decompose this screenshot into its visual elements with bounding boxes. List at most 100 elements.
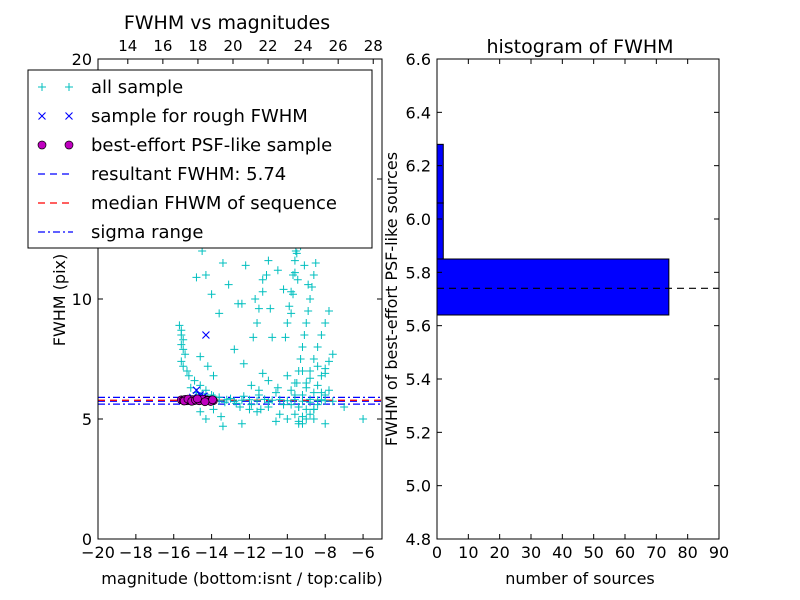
scatter-series-group [98, 122, 382, 431]
data-point [264, 403, 273, 411]
x-tick-label: −20 [81, 543, 115, 562]
data-point [324, 386, 333, 395]
data-point [268, 333, 277, 342]
data-point [304, 307, 313, 315]
data-point [287, 400, 296, 409]
data-point [251, 295, 260, 303]
x-tick-label: 0 [432, 543, 442, 562]
data-point [271, 417, 280, 426]
y-tick-label: 5.8 [406, 263, 431, 282]
histogram-bar [436, 258, 670, 316]
data-point [218, 259, 227, 267]
data-point [215, 309, 224, 318]
data-point [321, 364, 330, 373]
legend-item: all sample [38, 77, 183, 98]
data-point [290, 256, 299, 265]
data-point [292, 379, 301, 387]
data-point [230, 345, 239, 354]
data-point [241, 261, 250, 270]
top-x-tick-label: 14 [118, 37, 137, 55]
data-point [306, 374, 315, 383]
data-point [193, 394, 202, 404]
data-point [245, 405, 254, 414]
data-point [249, 333, 258, 342]
data-point [281, 333, 290, 342]
data-point [313, 343, 322, 351]
data-point [245, 395, 254, 404]
y-tick-label: 6.2 [406, 157, 431, 176]
data-point [313, 362, 322, 371]
histogram-bar [436, 202, 444, 260]
legend-item: sample for rough FWHM [38, 106, 308, 127]
legend-marker [37, 140, 47, 150]
series-0 [175, 122, 368, 431]
data-point [258, 369, 267, 378]
data-point [294, 403, 303, 411]
data-point [207, 290, 216, 299]
data-point [306, 398, 315, 407]
y-tick-label: 6.4 [406, 103, 431, 122]
top-x-tick-label: 16 [153, 37, 172, 55]
legend-label: median FHWM of sequence [91, 193, 337, 214]
data-point [201, 415, 210, 423]
data-point [190, 376, 199, 385]
data-point [313, 381, 322, 390]
legend-item: sigma range [38, 222, 203, 243]
data-point [309, 388, 318, 397]
legend-marker [65, 83, 73, 91]
data-point [328, 397, 337, 406]
data-point [292, 249, 301, 258]
data-point [264, 376, 273, 385]
data-point [271, 388, 280, 397]
legend-label: all sample [91, 77, 183, 98]
y-tick-label: 5.0 [406, 477, 431, 496]
data-point [258, 275, 267, 284]
data-point [182, 367, 191, 375]
data-point [236, 403, 244, 411]
data-point [202, 331, 210, 339]
right-y-axis-label: FWHM of best-effort PSF-like sources [382, 152, 401, 446]
legend-label: sample for rough FWHM [91, 106, 308, 127]
data-point [253, 396, 262, 405]
data-point [285, 302, 294, 311]
data-point [340, 403, 349, 411]
y-tick-label: 10 [72, 290, 92, 309]
data-point [298, 391, 307, 399]
data-point [324, 357, 333, 366]
data-point [306, 410, 315, 419]
data-point [220, 398, 229, 407]
data-point [247, 400, 256, 409]
data-point [203, 362, 212, 371]
data-point [179, 335, 188, 344]
legend: all sample sample for rough FWHM best-effo… [27, 69, 373, 249]
data-point [302, 405, 311, 414]
data-point [237, 396, 246, 405]
data-point [177, 340, 186, 349]
data-point [177, 331, 186, 339]
y-tick-label: 5.6 [406, 317, 431, 336]
data-point [307, 283, 316, 291]
data-point [290, 391, 299, 399]
legend-marker [38, 83, 46, 91]
x-tick-label: −10 [270, 543, 304, 562]
x-tick-label: 30 [521, 543, 541, 562]
data-point [293, 275, 302, 284]
data-point [309, 405, 318, 414]
right-chart-title: histogram of FWHM [486, 36, 673, 58]
data-point [317, 395, 326, 404]
data-point [273, 266, 282, 275]
y-tick-label: 4.8 [406, 530, 431, 549]
data-point [317, 371, 326, 380]
data-point [309, 355, 318, 363]
data-point [273, 383, 282, 392]
data-point [196, 352, 205, 361]
y-tick-label: 6.0 [406, 210, 431, 229]
right-axes: 0 10 20 30 40 50 60 70 80 90 4.8 5.0 5.2 5.4 5.6 5.8 6.0… [406, 50, 730, 562]
top-x-tick-label: 26 [329, 37, 348, 55]
data-point [290, 410, 299, 419]
x-tick-label: 40 [552, 543, 572, 562]
x-tick-label: 10 [458, 543, 478, 562]
data-point [232, 399, 241, 408]
fwhm-histogram-chart: 0 10 20 30 40 50 60 70 80 90 4.8 5.0 5.2 5.4 5.6 5.8 6.0… [382, 36, 729, 588]
